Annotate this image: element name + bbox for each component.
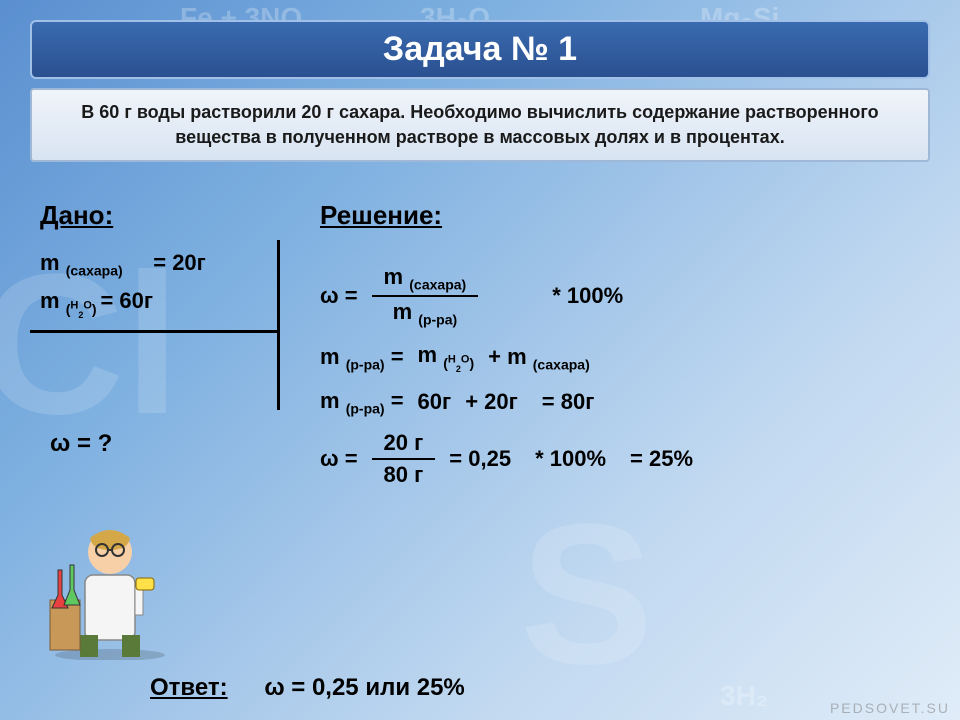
subscript: (р-ра) — [346, 400, 385, 416]
val: + 20г — [465, 389, 518, 415]
val: * 100% — [535, 446, 606, 472]
content-area: Дано: Решение: m (сахара) = 20г m (H2O) … — [30, 200, 930, 710]
subscript: (сахара) — [409, 276, 466, 292]
term: m (H2O) — [418, 342, 475, 373]
rhs: * 100% — [552, 283, 623, 309]
sym: m — [418, 342, 444, 367]
watermark: PEDSOVET.SU — [830, 700, 950, 716]
paren: ) — [469, 355, 474, 371]
val: 60г — [418, 389, 452, 415]
sym: m — [384, 264, 410, 289]
given-mass-sugar: m (сахара) = 20г — [40, 250, 277, 278]
divider — [30, 330, 277, 333]
scientist-illustration — [40, 510, 180, 660]
subscript: (р-ра) — [418, 312, 457, 328]
step-mass-calc: m (р-ра) = 60г + 20г = 80г — [320, 388, 930, 416]
h: H — [448, 353, 456, 365]
title-text: Задача № 1 — [383, 30, 577, 68]
eq: = — [385, 344, 404, 369]
lhs: ω = — [320, 446, 358, 472]
sym: m — [320, 388, 346, 413]
step-formula: ω = m (сахара) m (р-ра) * 100% — [320, 264, 930, 328]
subscript: (H2O) — [443, 355, 474, 371]
scientist-icon — [40, 510, 180, 660]
lhs: ω = — [320, 283, 358, 309]
step-omega-calc: ω = 20 г 80 г = 0,25 * 100% = 25% — [320, 430, 930, 489]
val: = 20г — [153, 250, 206, 275]
problem-statement: В 60 г воды растворили 20 г сахара. Необ… — [30, 88, 930, 162]
given-section: m (сахара) = 20г m (H2O) = 60г — [30, 240, 280, 410]
numerator: m (сахара) — [372, 264, 479, 297]
sym: m — [40, 250, 60, 275]
term: m (р-ра) = — [320, 344, 404, 372]
sym: m — [320, 344, 346, 369]
plus: + m — [488, 344, 533, 369]
title-box: Задача № 1 — [30, 20, 930, 79]
subscript: (H2O) — [66, 301, 101, 317]
o: O — [83, 299, 92, 311]
sym: m — [393, 299, 419, 324]
val: = 80г — [542, 389, 595, 415]
answer-label: Ответ: — [150, 674, 228, 701]
given-label: Дано: — [40, 200, 113, 231]
paren: ) — [92, 301, 97, 317]
step-mass-solution-formula: m (р-ра) = m (H2O) + m (сахара) — [320, 342, 930, 373]
subscript: (сахара) — [533, 356, 590, 372]
eq: = — [385, 388, 404, 413]
numerator: 20 г — [372, 430, 436, 460]
given-mass-water: m (H2O) = 60г — [40, 288, 277, 319]
solution-section: ω = m (сахара) m (р-ра) * 100% m (р-ра) … — [320, 250, 930, 503]
term: m (р-ра) = — [320, 388, 404, 416]
fraction: 20 г 80 г — [372, 430, 436, 489]
fraction: m (сахара) m (р-ра) — [372, 264, 479, 328]
solution-label: Решение: — [320, 200, 442, 231]
val: = 0,25 — [449, 446, 511, 472]
subscript: (р-ра) — [346, 356, 385, 372]
denominator: m (р-ра) — [393, 297, 458, 328]
val: = 60г — [100, 288, 153, 313]
subscript: (сахара) — [66, 262, 123, 278]
term: + m (сахара) — [488, 344, 590, 372]
answer-value: ω = 0,25 или 25% — [264, 674, 464, 701]
find-line: ω = ? — [50, 430, 112, 458]
denominator: 80 г — [384, 460, 424, 488]
answer-line: Ответ: ω = 0,25 или 25% — [150, 674, 465, 702]
sym: m — [40, 288, 60, 313]
val: = 25% — [630, 446, 693, 472]
